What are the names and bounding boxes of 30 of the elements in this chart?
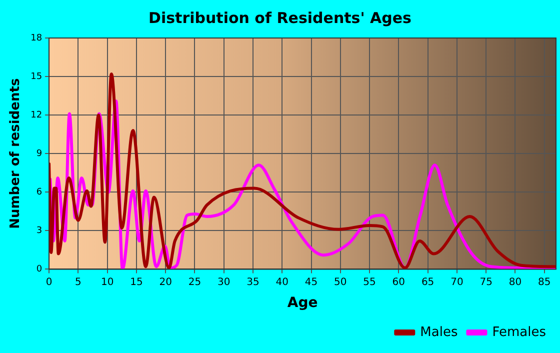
chart-title: Distribution of Residents' Ages xyxy=(148,8,412,27)
x-tick-label: 0 xyxy=(46,276,52,288)
x-tick-label: 5 xyxy=(75,276,82,288)
y-tick-label: 15 xyxy=(30,72,42,82)
x-tick-label: 25 xyxy=(188,276,202,288)
x-tick-label: 70 xyxy=(450,276,464,288)
y-tick-label: 9 xyxy=(36,148,42,159)
x-tick-label: 45 xyxy=(304,276,318,288)
x-tick-label: 65 xyxy=(421,276,434,288)
y-axis-title: Number of residents xyxy=(8,78,24,229)
x-tick-label: 55 xyxy=(363,276,376,288)
y-tick-label: 12 xyxy=(30,110,42,120)
x-tick-label: 40 xyxy=(276,276,288,288)
x-tick-label: 30 xyxy=(217,276,230,288)
x-tick-label: 50 xyxy=(334,276,347,288)
x-tick-label: 60 xyxy=(392,276,406,288)
x-tick-label: 10 xyxy=(100,276,114,288)
x-tick-label: 85 xyxy=(538,276,551,288)
x-tick-label: 20 xyxy=(159,276,172,288)
y-tick-label: 3 xyxy=(36,226,42,236)
y-tick-label: 0 xyxy=(36,264,42,275)
legend-label: Males xyxy=(420,324,458,340)
x-tick-label: 35 xyxy=(246,276,260,288)
x-axis-title: Age xyxy=(287,295,318,312)
y-tick-label: 18 xyxy=(30,33,42,44)
y-tick-label: 6 xyxy=(36,187,42,198)
legend-label: Females xyxy=(492,324,546,340)
x-tick-label: 15 xyxy=(130,276,143,288)
x-tick-label: 80 xyxy=(508,276,522,288)
x-tick-label: 75 xyxy=(480,276,492,288)
